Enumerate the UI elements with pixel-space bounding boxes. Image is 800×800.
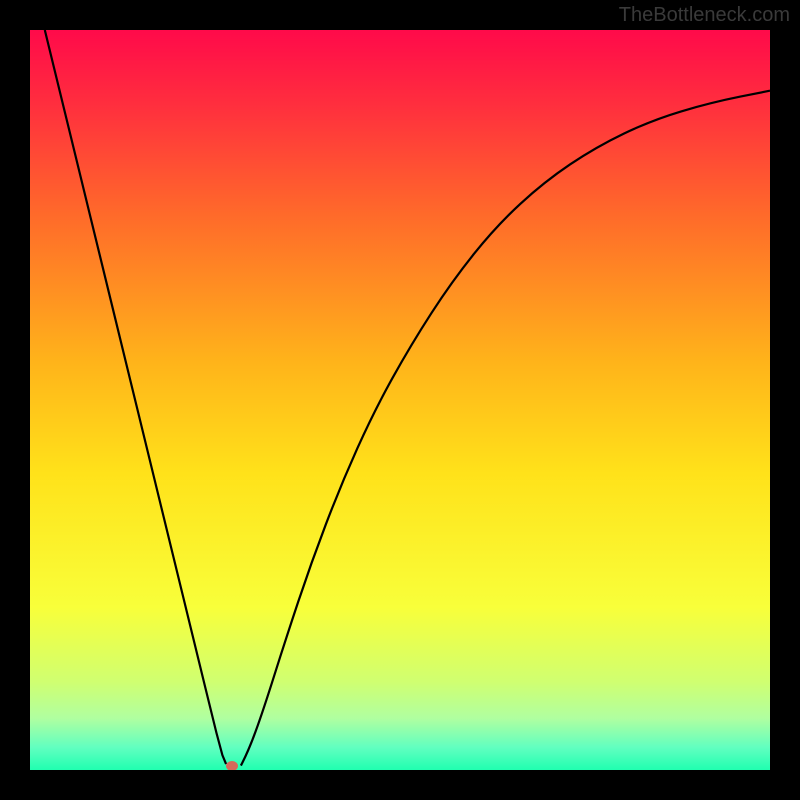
curve-right xyxy=(241,91,770,766)
optimum-marker xyxy=(226,761,238,770)
watermark-text: TheBottleneck.com xyxy=(619,4,790,27)
curve-left xyxy=(45,30,226,764)
plot-area xyxy=(30,30,770,770)
curve-layer xyxy=(30,30,770,770)
